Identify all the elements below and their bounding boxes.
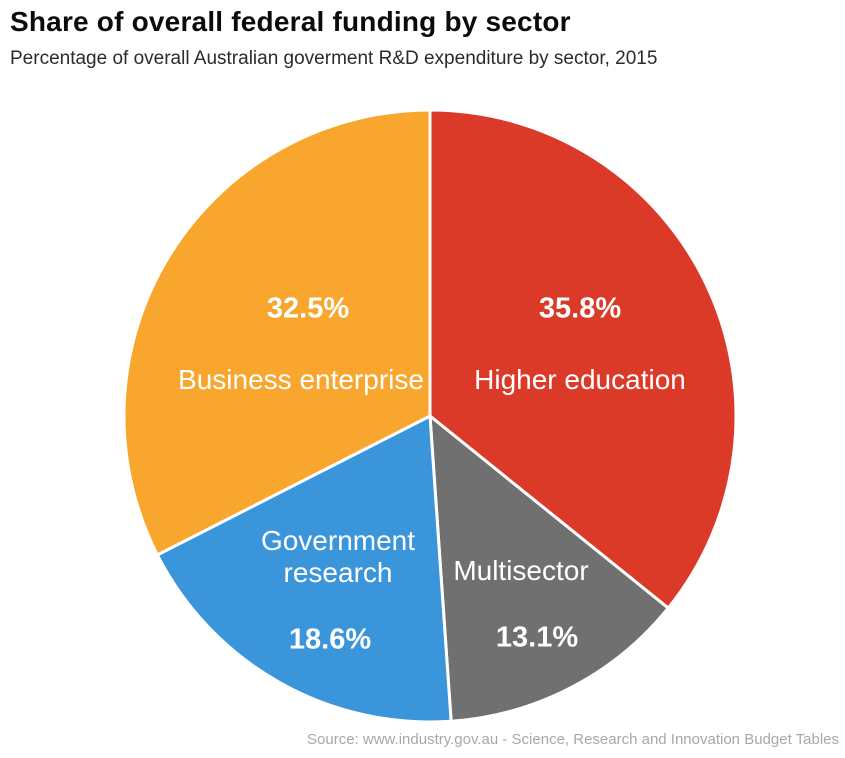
slice-value-multisector: 13.1% [495, 621, 579, 654]
slice-value-government-research: 18.6% [288, 623, 372, 656]
pie-slice-multisector [428, 414, 670, 723]
slice-name-government-research: Government research [260, 524, 416, 588]
pie-slice-government-research [155, 414, 453, 724]
slice-value-higher-education: 35.8% [538, 292, 622, 325]
pie-slice-business-enterprise [122, 108, 432, 557]
page-title: Share of overall federal funding by sect… [10, 6, 571, 37]
page-subtitle: Percentage of overall Australian goverme… [10, 48, 658, 69]
source-caption: Source: www.industry.gov.au - Science, R… [307, 731, 839, 748]
slice-name-higher-education: Higher education [474, 363, 686, 395]
slice-name-multisector: Multisector [453, 554, 589, 586]
slice-value-business-enterprise: 32.5% [266, 292, 350, 325]
slice-name-business-enterprise: Business enterprise [178, 363, 424, 395]
chart-header: Share of overall federal funding by sect… [10, 6, 657, 70]
pie-slice-higher-education [428, 108, 738, 610]
